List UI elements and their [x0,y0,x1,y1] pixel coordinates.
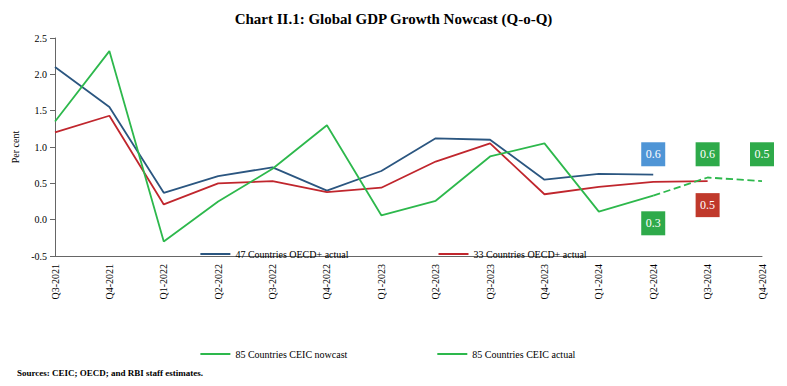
svg-text:Q4-2021: Q4-2021 [104,264,115,300]
svg-text:85 Countries CEIC actual: 85 Countries CEIC actual [472,349,575,360]
svg-text:Chart II.1: Global GDP Growth: Chart II.1: Global GDP Growth Nowcast (Q… [235,11,553,28]
svg-text:Q3-2022: Q3-2022 [267,264,278,300]
svg-text:2.5: 2.5 [35,33,48,44]
svg-text:0.6: 0.6 [646,147,661,161]
svg-text:1.5: 1.5 [35,105,48,116]
svg-text:33 Countries OECD+ actual: 33 Countries OECD+ actual [474,249,587,260]
svg-text:Q3-2024: Q3-2024 [702,264,713,300]
svg-text:0.5: 0.5 [755,147,770,161]
svg-text:Q3-2021: Q3-2021 [50,264,61,300]
svg-text:Per cent: Per cent [10,131,21,164]
svg-text:0.3: 0.3 [646,216,661,230]
svg-text:Q4-2023: Q4-2023 [539,264,550,300]
svg-text:Q2-2024: Q2-2024 [648,264,659,300]
svg-text:Q3-2023: Q3-2023 [485,264,496,300]
svg-text:Q2-2023: Q2-2023 [430,264,441,300]
svg-text:85 Countries CEIC nowcast: 85 Countries CEIC nowcast [235,349,347,360]
svg-text:0.6: 0.6 [700,147,715,161]
svg-text:1.0: 1.0 [35,142,48,153]
svg-text:0.5: 0.5 [35,178,48,189]
svg-text:Q2-2022: Q2-2022 [213,264,224,300]
svg-text:Sources: CEIC; OECD; and RBI s: Sources: CEIC; OECD; and RBI staff estim… [17,368,203,378]
svg-text:Q4-2024: Q4-2024 [757,264,768,300]
svg-text:Q1-2022: Q1-2022 [158,264,169,300]
svg-text:Q1-2023: Q1-2023 [376,264,387,300]
svg-text:Q4-2022: Q4-2022 [321,264,332,300]
svg-text:0.5: 0.5 [700,198,715,212]
svg-text:47 Countries OECD+ actual: 47 Countries OECD+ actual [235,249,348,260]
svg-text:2.0: 2.0 [35,69,48,80]
svg-text:Q1-2024: Q1-2024 [593,264,604,300]
svg-text:-0.5: -0.5 [31,251,47,262]
svg-text:0.0: 0.0 [35,214,48,225]
